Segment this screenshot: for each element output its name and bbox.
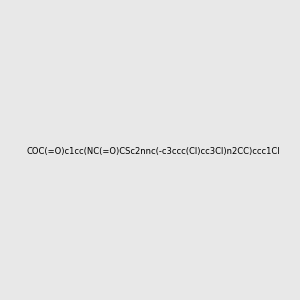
Text: COC(=O)c1cc(NC(=O)CSc2nnc(-c3ccc(Cl)cc3Cl)n2CC)ccc1Cl: COC(=O)c1cc(NC(=O)CSc2nnc(-c3ccc(Cl)cc3C… — [27, 147, 280, 156]
